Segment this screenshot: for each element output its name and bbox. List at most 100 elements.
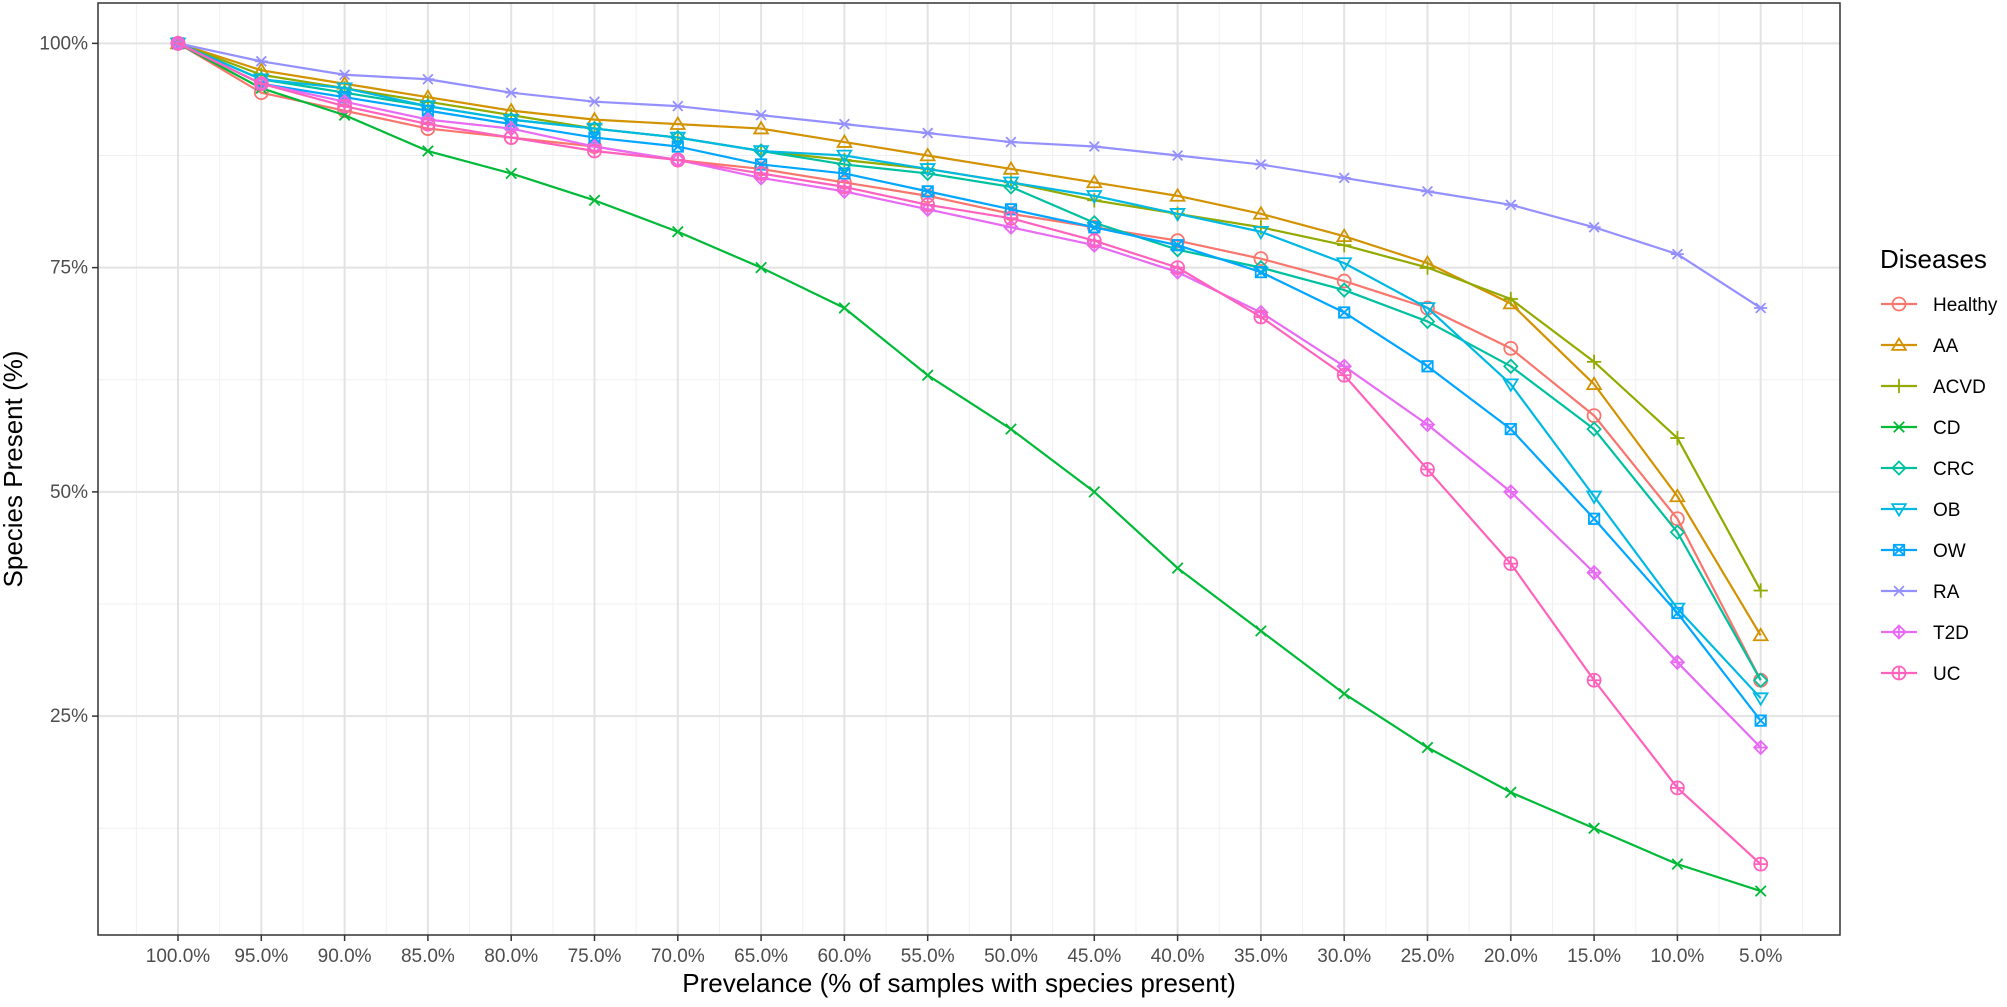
- legend-label: RA: [1933, 582, 1960, 603]
- data-point-ow: [1088, 221, 1101, 234]
- data-point-ob: [752, 145, 770, 160]
- data-point-ra: [1670, 248, 1684, 260]
- data-point-cd: [1255, 625, 1267, 637]
- data-point-ra: [754, 109, 768, 121]
- data-point-aa: [1585, 375, 1603, 391]
- axes: 25% 50% 75% 100% 100.0% 95.0% 90.0% 85.0% 80.0% 7…: [39, 33, 1782, 967]
- data-point-uc: [1336, 367, 1352, 383]
- series-ra: [171, 37, 1768, 314]
- x-tick-label: 55.0%: [901, 946, 955, 967]
- data-point-uc: [1420, 462, 1435, 477]
- legend-label: ACVD: [1933, 377, 1986, 398]
- x-tick-label: 50.0%: [984, 946, 1038, 967]
- data-point-ra: [1087, 141, 1101, 153]
- data-point-ob: [1085, 190, 1103, 205]
- legend-item-acvd: ACVD: [1881, 377, 1986, 398]
- legend-label: CRC: [1933, 459, 1974, 480]
- data-point-acvd: [1586, 354, 1602, 369]
- data-point-ob: [835, 149, 853, 164]
- data-point-cd: [1671, 858, 1684, 870]
- legend-key-marker: [1891, 624, 1907, 640]
- data-point-cd: [1088, 486, 1101, 498]
- x-tick-label: 15.0%: [1567, 946, 1621, 967]
- data-point-aa: [1752, 627, 1770, 642]
- data-point-crc: [919, 165, 936, 182]
- data-point-uc: [503, 130, 519, 145]
- data-point-t2d: [1419, 416, 1436, 433]
- legend-item-ra: RA: [1881, 582, 1960, 603]
- data-point-ob: [1252, 225, 1270, 240]
- data-point-ow: [671, 140, 684, 153]
- data-point-cd: [838, 302, 851, 314]
- legend-label: OB: [1933, 500, 1960, 521]
- data-point-crc: [1003, 179, 1019, 195]
- x-tick-label: 70.0%: [651, 946, 705, 967]
- data-point-aa: [669, 115, 687, 130]
- data-point-t2d: [1503, 484, 1519, 500]
- data-point-ra: [421, 73, 435, 85]
- series-line-ra: [177, 42, 1762, 309]
- legend-label: Healthy: [1933, 295, 1998, 316]
- data-point-t2d: [1669, 654, 1686, 671]
- x-tick-label: 20.0%: [1484, 946, 1538, 967]
- x-tick-label: 100.0%: [146, 946, 211, 967]
- data-point-crc: [1253, 259, 1269, 276]
- legend-key-marker: [1890, 503, 1908, 518]
- data-point-ow: [921, 185, 934, 198]
- data-point-uc: [753, 166, 769, 181]
- data-point-ob: [586, 122, 603, 137]
- data-point-t2d: [1586, 564, 1602, 581]
- data-point-cd: [755, 261, 767, 274]
- data-point-ob: [1002, 176, 1020, 191]
- series-line-ow: [177, 42, 1762, 722]
- legend-label: CD: [1933, 418, 1960, 439]
- data-point-ob: [1335, 257, 1353, 272]
- data-point-ow: [1338, 306, 1351, 319]
- data-point-acvd: [1337, 238, 1352, 253]
- data-point-ow: [1504, 422, 1517, 436]
- data-point-ob: [1752, 692, 1770, 707]
- x-axis-title: Prevelance (% of samples with species pr…: [682, 968, 1235, 998]
- data-point-aa: [835, 133, 853, 148]
- data-point-crc: [836, 156, 853, 173]
- data-point-ra: [338, 69, 352, 81]
- data-point-ow: [1254, 266, 1267, 279]
- data-point-ob: [919, 163, 937, 178]
- legend-label: OW: [1933, 541, 1966, 562]
- data-point-ra: [837, 118, 851, 130]
- legend-item-cd: CD: [1881, 418, 1960, 439]
- data-point-ra: [1004, 136, 1018, 148]
- data-point-crc: [1669, 524, 1686, 541]
- data-point-uc: [253, 76, 269, 92]
- data-point-aa: [919, 147, 937, 162]
- data-point-uc: [587, 143, 602, 159]
- legend-item-ob: OB: [1881, 500, 1960, 521]
- data-point-ow: [1421, 360, 1434, 373]
- data-point-ow: [421, 104, 435, 117]
- data-point-t2d: [1752, 739, 1769, 756]
- x-tick-label: 65.0%: [734, 946, 788, 967]
- data-point-acvd: [1503, 291, 1518, 307]
- data-point-ra: [588, 96, 601, 108]
- data-point-crc: [1336, 282, 1352, 298]
- data-point-cd: [505, 167, 518, 180]
- data-point-uc: [670, 152, 686, 168]
- data-point-cd: [1504, 786, 1517, 799]
- data-point-cd: [1171, 562, 1184, 574]
- data-point-ra: [1504, 199, 1518, 211]
- data-point-uc: [1253, 309, 1269, 325]
- data-point-aa: [752, 120, 770, 135]
- series-line-healthy: [177, 42, 1762, 681]
- data-point-uc: [1170, 260, 1185, 276]
- x-tick-label: 60.0%: [817, 946, 871, 967]
- data-point-healthy: [1503, 340, 1519, 356]
- series-line-ob: [177, 42, 1762, 699]
- x-tick-label: 25.0%: [1401, 946, 1455, 967]
- x-tick-label: 85.0%: [401, 946, 455, 967]
- legend-key-marker: [1893, 421, 1905, 433]
- y-tick-label: 25%: [50, 706, 88, 727]
- data-point-crc: [1086, 214, 1103, 231]
- data-point-ra: [1254, 158, 1268, 170]
- data-point-crc: [1752, 672, 1769, 689]
- data-point-cd: [588, 194, 601, 207]
